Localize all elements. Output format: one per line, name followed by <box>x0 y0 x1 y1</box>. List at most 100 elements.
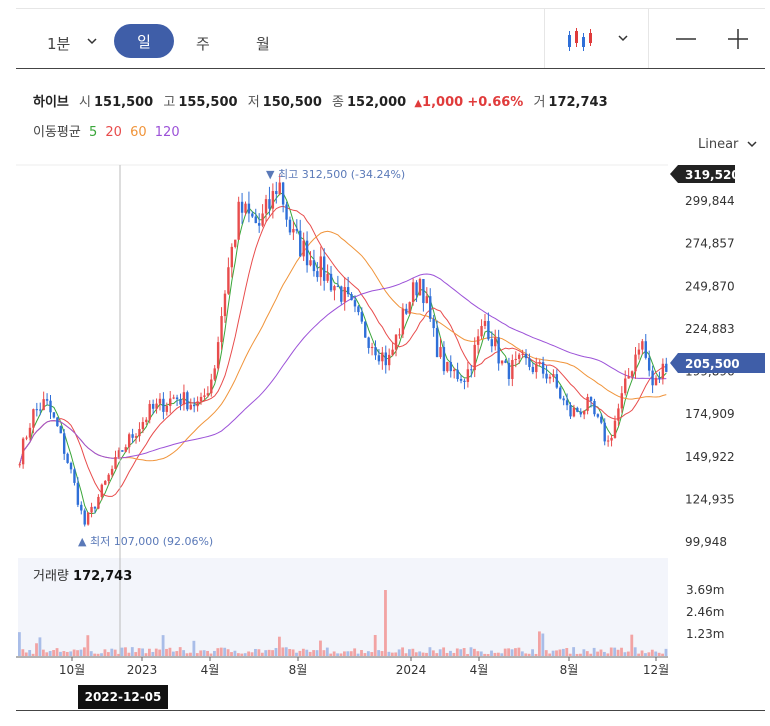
volume-bar <box>620 647 623 656</box>
candle <box>541 362 545 374</box>
volume-bar <box>633 647 637 656</box>
y-tick-label: 299,844 <box>685 194 735 208</box>
tab-week[interactable]: 주 <box>196 35 210 53</box>
candle <box>288 219 292 233</box>
candle <box>203 395 206 397</box>
candle <box>569 405 572 417</box>
volume-bar <box>421 652 425 656</box>
ma-20[interactable]: 20 <box>105 125 122 140</box>
volume-bar <box>175 651 179 656</box>
candle <box>295 228 299 231</box>
volume-bar <box>35 643 38 656</box>
zoom-in-icon[interactable] <box>728 29 748 49</box>
volume-bar <box>486 653 490 656</box>
volume-bar <box>96 653 100 656</box>
volume-bar <box>226 649 230 656</box>
close-price: 152,000 <box>346 95 407 110</box>
volume-bar <box>466 653 469 656</box>
ma-line-5 <box>19 192 667 515</box>
candle <box>350 294 353 301</box>
ma-120[interactable]: 120 <box>154 125 180 140</box>
volume-bar <box>640 650 644 656</box>
chevron-down-icon[interactable] <box>87 37 97 45</box>
volume-tick-label: 1.23m <box>686 627 724 641</box>
zoom-out-icon[interactable] <box>676 37 696 41</box>
candle <box>562 398 565 401</box>
candle <box>107 474 110 481</box>
chevron-down-icon[interactable] <box>618 34 628 42</box>
volume-bar <box>151 651 155 656</box>
crosshair-date-badge: 2022-12-05 <box>78 685 168 709</box>
volume-bar <box>616 649 620 656</box>
candle <box>251 213 254 217</box>
tab-month[interactable]: 월 <box>256 35 270 53</box>
candle <box>610 437 613 441</box>
x-tick-label: 10월 <box>59 663 85 677</box>
candle <box>565 400 569 406</box>
candle <box>384 352 387 366</box>
candle <box>100 484 104 497</box>
volume-bar <box>243 653 247 656</box>
volume-bar <box>384 590 387 656</box>
volume-bar <box>141 648 144 656</box>
ma-5[interactable]: 5 <box>88 125 98 140</box>
tab-day[interactable]: 일 <box>114 24 174 58</box>
candle <box>189 404 192 410</box>
volume-bar <box>548 653 552 656</box>
volume-bar <box>349 651 353 656</box>
candlestick-icon[interactable] <box>567 27 595 53</box>
volume-bar <box>404 653 408 656</box>
volume-bar <box>127 652 131 656</box>
candle <box>452 369 456 372</box>
candle <box>466 369 470 382</box>
volume-bar <box>72 649 76 656</box>
volume-bar <box>579 653 582 656</box>
volume-bar <box>401 647 404 656</box>
volume-bar <box>28 650 32 656</box>
candle <box>500 360 504 364</box>
candle <box>528 358 531 367</box>
candle <box>322 256 326 281</box>
volume-bar <box>202 650 206 656</box>
volume-background <box>18 558 668 656</box>
volume-bar <box>339 653 343 656</box>
volume-bar <box>575 653 579 656</box>
candle <box>524 353 528 359</box>
candle <box>377 355 381 362</box>
candle <box>39 409 42 411</box>
candle <box>32 409 35 428</box>
volume-bar <box>130 647 134 656</box>
volume-bar <box>230 652 233 656</box>
volume-bar <box>247 651 251 656</box>
interval-dropdown[interactable]: 1분 <box>47 35 71 53</box>
volume-bar <box>353 648 357 656</box>
volume-bar <box>493 652 497 656</box>
divider <box>648 9 649 68</box>
volume-bar <box>100 653 103 656</box>
candle <box>521 353 524 355</box>
volume-bar <box>531 649 534 656</box>
volume-bar <box>182 650 186 656</box>
candle <box>665 363 668 372</box>
scale-dropdown[interactable]: Linear <box>698 137 757 152</box>
volume-bar <box>664 648 668 656</box>
candle <box>647 357 651 371</box>
ma-60[interactable]: 60 <box>130 125 147 140</box>
volume-bar <box>288 649 292 656</box>
volume-bar <box>213 650 216 656</box>
candle <box>364 321 367 338</box>
candle <box>360 312 364 322</box>
volume-bar <box>305 649 309 656</box>
volume-bar <box>284 647 288 656</box>
candle <box>148 403 151 420</box>
volume-bar <box>89 651 93 656</box>
candle <box>439 347 442 358</box>
candle <box>309 260 312 266</box>
candle <box>73 469 76 483</box>
volume-bar <box>308 651 312 656</box>
volume-bar <box>189 652 192 656</box>
volume-bar <box>524 653 528 656</box>
y-tick-label: 124,935 <box>685 492 735 506</box>
candle <box>213 368 216 380</box>
